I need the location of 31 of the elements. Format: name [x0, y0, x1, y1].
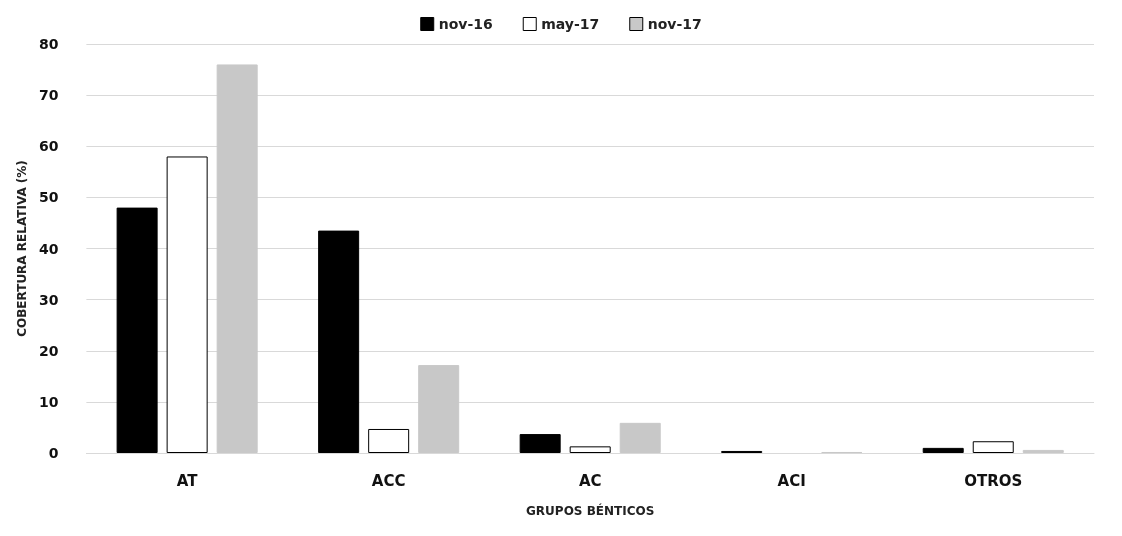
y-tick-label: 70	[38, 87, 59, 104]
bar	[418, 365, 460, 453]
legend-label: nov-16	[438, 16, 493, 32]
legend-label: nov-17	[647, 16, 702, 32]
x-tick-label: ACC	[371, 471, 406, 490]
y-tick-label: 40	[38, 240, 59, 257]
y-tick-label: 60	[38, 138, 59, 155]
bar	[619, 422, 661, 453]
bar	[972, 441, 1014, 453]
bar	[1022, 449, 1064, 453]
bar	[318, 230, 360, 453]
bar	[216, 64, 258, 453]
bar	[569, 446, 611, 453]
bar	[922, 447, 964, 453]
y-axis-title: COBERTURA RELATIVA (%)	[15, 160, 29, 337]
y-tick-label: 30	[38, 291, 59, 308]
x-axis-title: GRUPOS BÉNTICOS	[526, 503, 655, 518]
y-tick-label: 10	[38, 393, 59, 410]
bar	[166, 156, 208, 453]
x-tick-label: AC	[578, 471, 602, 490]
x-tick-label: ACI	[777, 471, 806, 490]
x-tick-label: AT	[176, 471, 199, 490]
y-tick-label: 0	[48, 445, 59, 461]
y-tick-label: 50	[38, 189, 59, 206]
bar	[519, 434, 561, 453]
x-tick-label: OTROS	[964, 471, 1023, 490]
y-tick-label: 80	[38, 36, 59, 52]
y-tick-label: 20	[38, 342, 59, 359]
bar	[116, 207, 158, 453]
bar	[368, 428, 410, 453]
legend-label: may-17	[541, 16, 600, 32]
